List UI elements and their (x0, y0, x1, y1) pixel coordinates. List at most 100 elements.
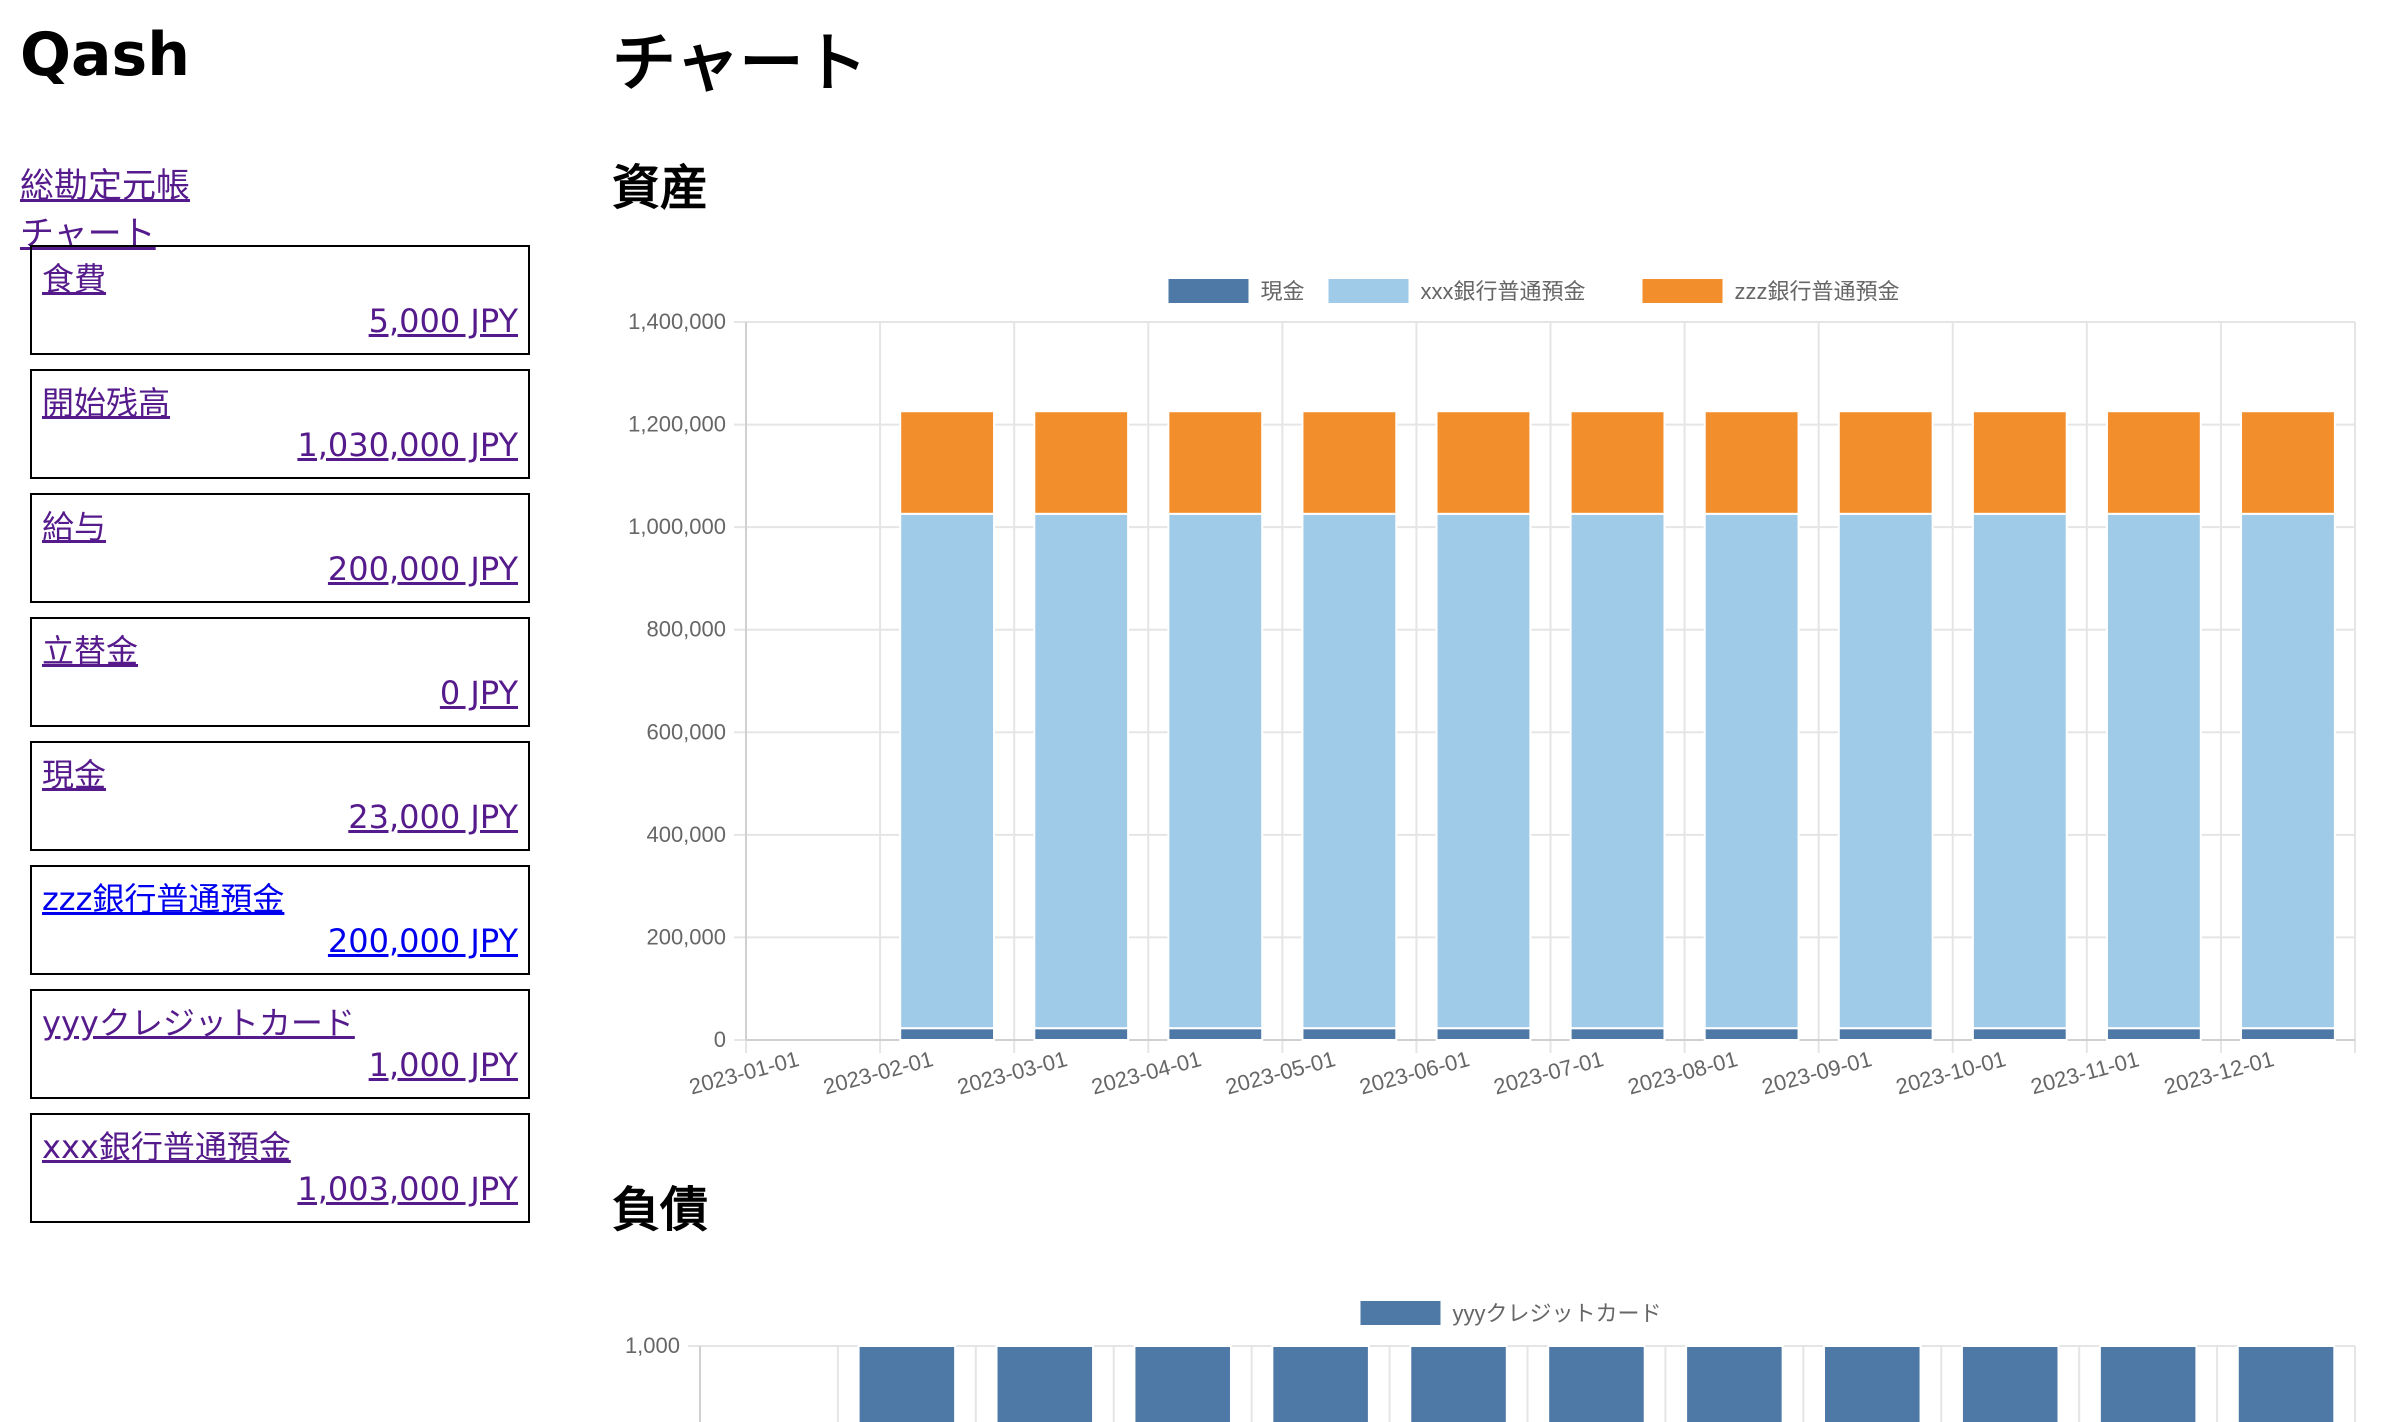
page-title: チャート (612, 27, 868, 101)
account-card: 現金 23,000 JPY (30, 741, 530, 851)
chart-bar (1837, 512, 1934, 1030)
y-tick-label: 400,000 (646, 822, 726, 847)
chart-bar (2240, 1027, 2336, 1041)
x-tick-label: 2023-03-01 (955, 1046, 1070, 1099)
account-card: zzz銀行普通預金 200,000 JPY (30, 865, 530, 975)
chart-bar (1685, 1345, 1784, 1422)
account-amount-link[interactable]: 23,000 JPY (348, 798, 518, 836)
chart-bar (2105, 1027, 2202, 1041)
x-tick-label: 2023-01-01 (686, 1046, 801, 1099)
x-tick-label: 2023-05-01 (1223, 1046, 1338, 1099)
y-tick-label: 1,000 (625, 1333, 680, 1358)
chart-bar (1837, 410, 1934, 515)
chart-bar (1435, 512, 1532, 1030)
sidebar: Qash 総勘定元帳 チャート 食費 5,000 JPY 開始残高 1,030,… (20, 0, 540, 1223)
account-name-link[interactable]: 立替金 (42, 632, 139, 670)
account-card: 立替金 0 JPY (30, 617, 530, 727)
chart-bar (1703, 1027, 1800, 1041)
chart-bar (1569, 410, 1666, 515)
chart-bar (995, 1345, 1095, 1422)
chart-bar (899, 512, 996, 1030)
legend-label: zzz銀行普通預金 (1735, 279, 1900, 304)
legend-swatch (1360, 1301, 1441, 1325)
chart-bar (1703, 410, 1800, 515)
y-tick-label: 800,000 (646, 617, 726, 642)
x-tick-label: 2023-07-01 (1491, 1046, 1606, 1099)
chart-bar (2105, 512, 2202, 1030)
account-amount-link[interactable]: 1,030,000 JPY (297, 426, 518, 464)
account-amount-link[interactable]: 5,000 JPY (368, 302, 518, 340)
chart-bar (899, 410, 996, 515)
account-name-link[interactable]: yyyクレジットカード (42, 1004, 355, 1042)
liabilities-chart: 1,000900yyyクレジットカード (625, 1301, 2356, 1422)
chart-bar (1033, 1027, 1130, 1041)
account-card: 開始残高 1,030,000 JPY (30, 369, 530, 479)
chart-bar (857, 1345, 957, 1422)
account-amount-link[interactable]: 0 JPY (439, 674, 518, 712)
chart-bar (1271, 1345, 1370, 1422)
chart-bar (1033, 512, 1130, 1030)
account-amount-link[interactable]: 1,003,000 JPY (297, 1170, 518, 1208)
y-tick-label: 200,000 (646, 924, 726, 949)
account-amount-link[interactable]: 1,000 JPY (368, 1046, 518, 1084)
y-tick-label: 600,000 (646, 719, 726, 744)
legend-label: 現金 (1261, 279, 1305, 304)
chart-bar (1971, 1027, 2068, 1041)
account-card: 食費 5,000 JPY (30, 245, 530, 355)
account-card: yyyクレジットカード 1,000 JPY (30, 989, 530, 1099)
account-amount-link[interactable]: 200,000 JPY (327, 922, 518, 960)
chart-bar (1823, 1345, 1922, 1422)
legend-label: xxx銀行普通預金 (1421, 279, 1586, 304)
chart-bar (1435, 410, 1532, 515)
liabilities-section-title: 負債 (612, 1182, 709, 1238)
chart-bar (1167, 410, 1264, 515)
account-name-link[interactable]: 開始残高 (42, 384, 171, 422)
chart-bar (1301, 410, 1398, 515)
chart-bar (1569, 512, 1666, 1030)
chart-bar (2240, 512, 2336, 1030)
y-tick-label: 0 (714, 1027, 726, 1052)
chart-bar (1703, 512, 1800, 1030)
assets-section-title: 資産 (612, 160, 709, 216)
x-tick-label: 2023-02-01 (821, 1046, 936, 1099)
chart-bar (1409, 1345, 1508, 1422)
chart-bar (2240, 410, 2336, 515)
x-tick-label: 2023-09-01 (1759, 1046, 1874, 1099)
legend-label: yyyクレジットカード (1453, 1301, 1662, 1326)
assets-chart: 0 200,000 400,000 600,000 800,000 1,000,000 1,… (628, 279, 2356, 1099)
y-tick-label: 1,000,000 (628, 514, 726, 539)
chart-bar (1837, 1027, 1934, 1041)
chart-bar (1960, 1345, 2060, 1422)
legend-swatch (1168, 279, 1249, 303)
chart-bar (1971, 410, 2068, 515)
chart-bar (2236, 1345, 2336, 1422)
account-amount-link[interactable]: 200,000 JPY (327, 550, 518, 588)
account-name-link[interactable]: 給与 (42, 508, 107, 546)
account-name-link[interactable]: 食費 (42, 260, 107, 298)
chart-bar (1301, 512, 1398, 1030)
chart-bar (1167, 1027, 1264, 1041)
chart-bar (2105, 410, 2202, 515)
legend-swatch (1642, 279, 1723, 303)
nav-link-ledger[interactable]: 総勘定元帳 (20, 166, 190, 206)
chart-bar (899, 1027, 996, 1041)
x-tick-label: 2023-10-01 (1893, 1046, 2008, 1099)
account-name-link[interactable]: zzz銀行普通預金 (42, 880, 285, 918)
account-card: xxx銀行普通預金 1,003,000 JPY (30, 1113, 530, 1223)
chart-bar (1547, 1345, 1646, 1422)
chart-bar (1033, 410, 1130, 515)
x-tick-label: 2023-12-01 (2161, 1046, 2276, 1099)
legend-swatch (1328, 279, 1409, 303)
account-name-link[interactable]: 現金 (42, 756, 107, 794)
chart-bar (1435, 1027, 1532, 1041)
chart-bar (1569, 1027, 1666, 1041)
x-tick-label: 2023-06-01 (1357, 1046, 1472, 1099)
x-tick-label: 2023-04-01 (1089, 1046, 1204, 1099)
account-name-link[interactable]: xxx銀行普通預金 (42, 1128, 291, 1166)
app-title: Qash (20, 20, 190, 90)
chart-bar (1133, 1345, 1232, 1422)
chart-bar (2098, 1345, 2198, 1422)
nav-link-chart[interactable]: チャート (20, 214, 156, 254)
chart-bar (1167, 512, 1264, 1030)
x-tick-label: 2023-08-01 (1625, 1046, 1740, 1099)
